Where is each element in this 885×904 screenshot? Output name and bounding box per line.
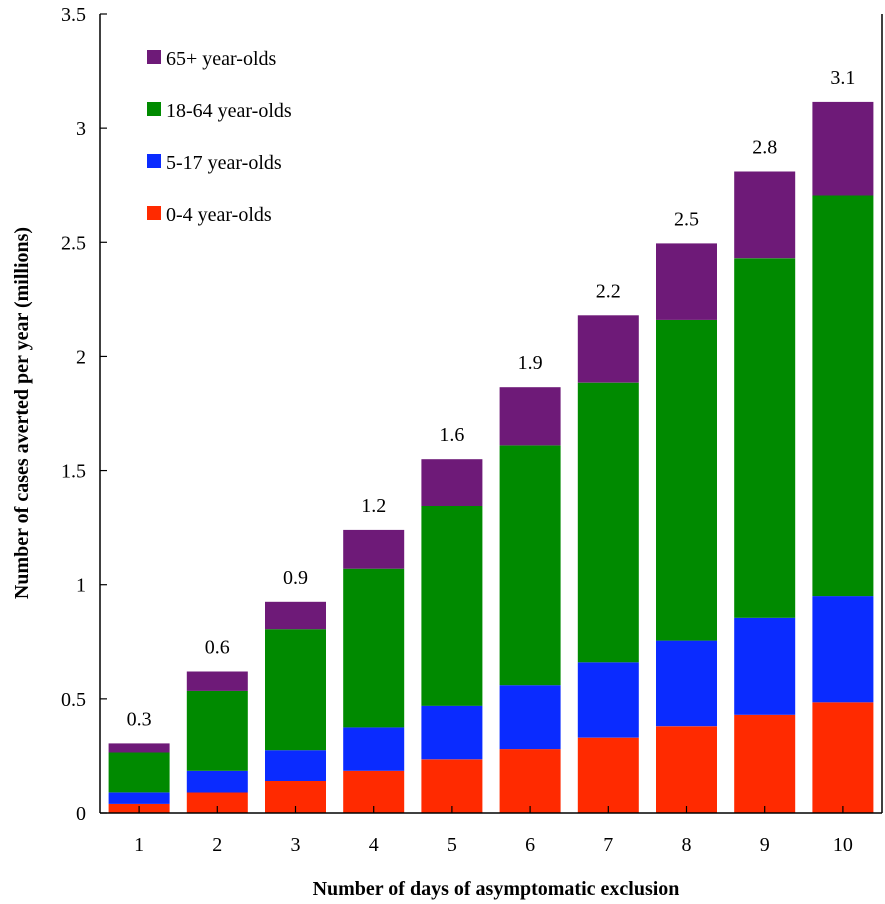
x-tick-label: 4 [369, 834, 379, 856]
bar-segment [734, 258, 796, 618]
bar-segment [812, 702, 874, 813]
bar-total-label: 1.9 [518, 352, 543, 374]
y-tick-label: 2 [76, 346, 86, 368]
y-tick-label: 3.5 [61, 4, 86, 26]
bar-segment [186, 671, 248, 691]
bar-segment [421, 506, 483, 706]
bar-segment [343, 568, 405, 728]
bar-total-label: 0.3 [127, 708, 152, 730]
y-tick-label: 2.5 [61, 232, 86, 254]
bar-total-label: 3.1 [830, 67, 855, 89]
bar-total-label: 2.8 [752, 137, 777, 159]
bar-segment [734, 617, 796, 715]
y-axis-title: Number of cases averted per year (millio… [11, 227, 33, 599]
bar-segment [499, 749, 561, 813]
bar-segment [577, 737, 639, 813]
x-tick-label: 1 [134, 834, 144, 856]
bar-segment [577, 662, 639, 738]
y-tick-label: 3 [76, 118, 86, 140]
x-tick-label: 7 [603, 834, 613, 856]
x-tick-label: 3 [291, 834, 301, 856]
bar-segment [265, 750, 326, 781]
total-labels: 0.3 0.6 0.9 1.2 1.6 1.9 2.2 2.5 2.8 3.1 [127, 67, 856, 730]
bar-segment [186, 792, 248, 813]
legend-swatch [147, 102, 161, 116]
legend-swatch [147, 50, 161, 64]
bar-segment [577, 315, 639, 383]
bar-segment [656, 243, 717, 320]
x-tick-label: 10 [833, 834, 853, 856]
legend-label: 0-4 year-olds [166, 204, 272, 226]
bar-total-label: 0.6 [205, 636, 230, 658]
bar-segment [812, 596, 874, 703]
bar-segment [421, 459, 483, 506]
legend-label: 18-64 year-olds [166, 100, 292, 122]
bar-segment [343, 770, 405, 813]
y-tick-label: 0 [76, 803, 86, 825]
bar-segment [656, 319, 717, 641]
bar-total-label: 2.2 [596, 280, 621, 302]
bar-segment [499, 445, 561, 686]
x-tick-label: 2 [212, 834, 222, 856]
legend-swatch [147, 206, 161, 220]
legend-label: 5-17 year-olds [166, 152, 282, 174]
bar-segment [734, 714, 796, 813]
bar-segment [108, 752, 170, 793]
y-tick-label: 0.5 [61, 689, 86, 711]
x-axis-title: Number of days of asymptomatic exclusion [313, 878, 680, 900]
bar-total-label: 0.9 [283, 567, 308, 589]
bar-segment [186, 690, 248, 771]
bar-segment [108, 792, 170, 804]
bar-segment [343, 529, 405, 569]
x-tick-label: 9 [760, 834, 770, 856]
bar-segment [343, 727, 405, 771]
bar-segment [421, 759, 483, 813]
legend: 65+ year-olds 18-64 year-olds 5-17 year-ol… [147, 48, 292, 226]
bars-layer [108, 101, 874, 813]
bar-segment [812, 101, 874, 196]
x-tick-label: 6 [525, 834, 535, 856]
y-tick-label: 1.5 [61, 461, 86, 483]
y-ticks: 0 0.5 1 1.5 2 2.5 3 3.5 [61, 4, 107, 825]
bar-segment [499, 685, 561, 750]
bar-segment [577, 382, 639, 663]
bar-segment [499, 387, 561, 446]
bar-total-label: 1.2 [361, 495, 386, 517]
bar-segment [656, 726, 717, 813]
bar-total-label: 2.5 [674, 208, 699, 230]
bar-segment [265, 601, 326, 630]
y-tick-label: 1 [76, 575, 86, 597]
bar-segment [812, 195, 874, 597]
x-tick-label: 8 [682, 834, 692, 856]
bar-segment [421, 705, 483, 760]
x-ticks: 1 2 3 4 5 6 7 8 9 10 [134, 806, 853, 856]
bar-total-label: 1.6 [439, 424, 464, 446]
bar-segment [186, 770, 248, 793]
bar-segment [108, 743, 170, 753]
axes-layer [99, 14, 883, 814]
bar-segment [656, 640, 717, 727]
legend-label: 65+ year-olds [166, 48, 277, 70]
bar-segment [734, 171, 796, 259]
bar-segment [265, 629, 326, 751]
legend-swatch [147, 154, 161, 168]
x-tick-label: 5 [447, 834, 457, 856]
